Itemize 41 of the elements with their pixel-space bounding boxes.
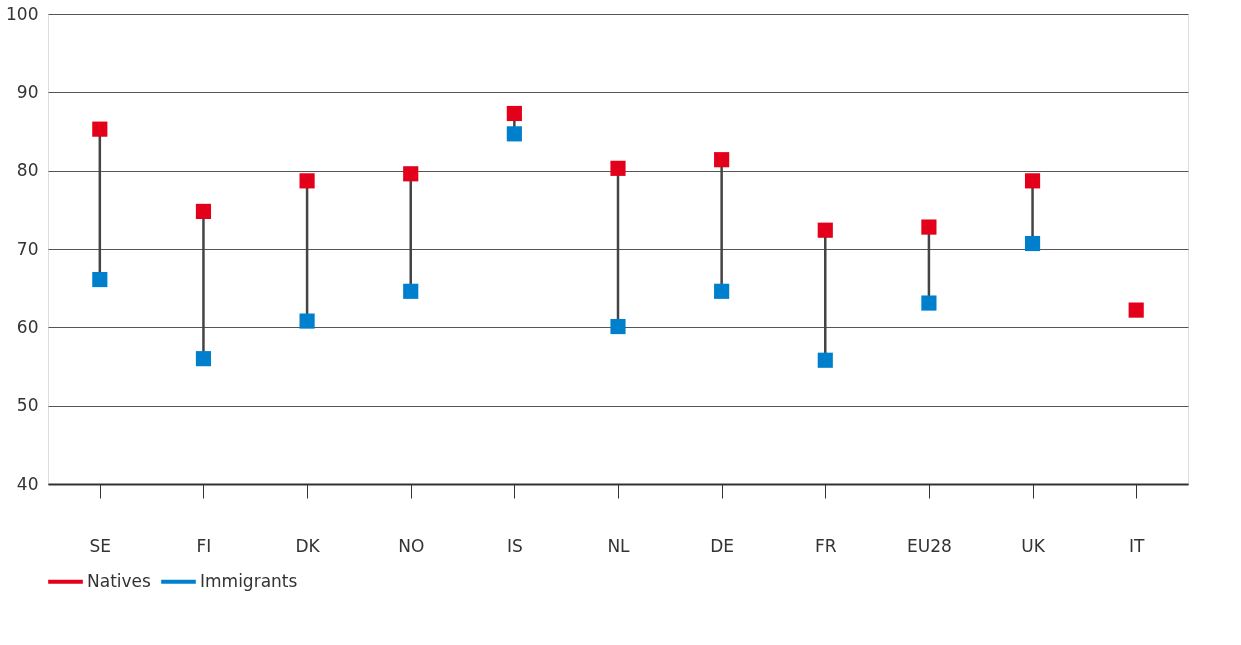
point	[1024, 235, 1041, 252]
y-tick-label: 50	[16, 395, 39, 416]
point	[506, 126, 522, 142]
y-tick-label: 40	[16, 473, 39, 494]
point	[817, 352, 833, 368]
point	[714, 152, 730, 168]
x-tick-label: DK	[295, 535, 321, 556]
point	[610, 318, 626, 335]
y-tick-label: 60	[16, 316, 39, 337]
y-tick-label: 90	[16, 81, 39, 102]
x-tick-label: DE	[710, 535, 735, 556]
x-tick-label: IS	[506, 535, 523, 556]
x-tick-label: IT	[1128, 535, 1145, 556]
point	[1024, 173, 1041, 189]
x-tick-label: EU28	[907, 535, 952, 556]
point	[195, 203, 212, 219]
x-tick-label: UK	[1021, 535, 1046, 556]
point	[506, 105, 522, 122]
point	[610, 160, 626, 176]
point	[921, 219, 937, 235]
point	[714, 283, 730, 299]
legend-label: Immigrants	[200, 570, 298, 591]
x-tick-label: FR	[814, 535, 837, 556]
point	[92, 121, 108, 137]
point	[403, 283, 419, 299]
x-tick-label: NL	[607, 535, 631, 556]
y-tick-label: 70	[16, 238, 39, 259]
point	[1128, 302, 1144, 318]
point	[403, 166, 419, 182]
point	[299, 173, 315, 189]
point	[817, 222, 833, 238]
y-tick-label: 100	[6, 3, 39, 24]
legend-label: Natives	[87, 570, 152, 591]
point	[92, 271, 108, 288]
x-tick-label: SE	[89, 535, 112, 556]
point	[921, 295, 937, 311]
x-tick-label: FI	[196, 535, 212, 556]
point	[195, 351, 212, 367]
point	[299, 313, 315, 329]
y-tick-label: 80	[16, 160, 39, 181]
x-tick-label: NO	[398, 535, 425, 556]
